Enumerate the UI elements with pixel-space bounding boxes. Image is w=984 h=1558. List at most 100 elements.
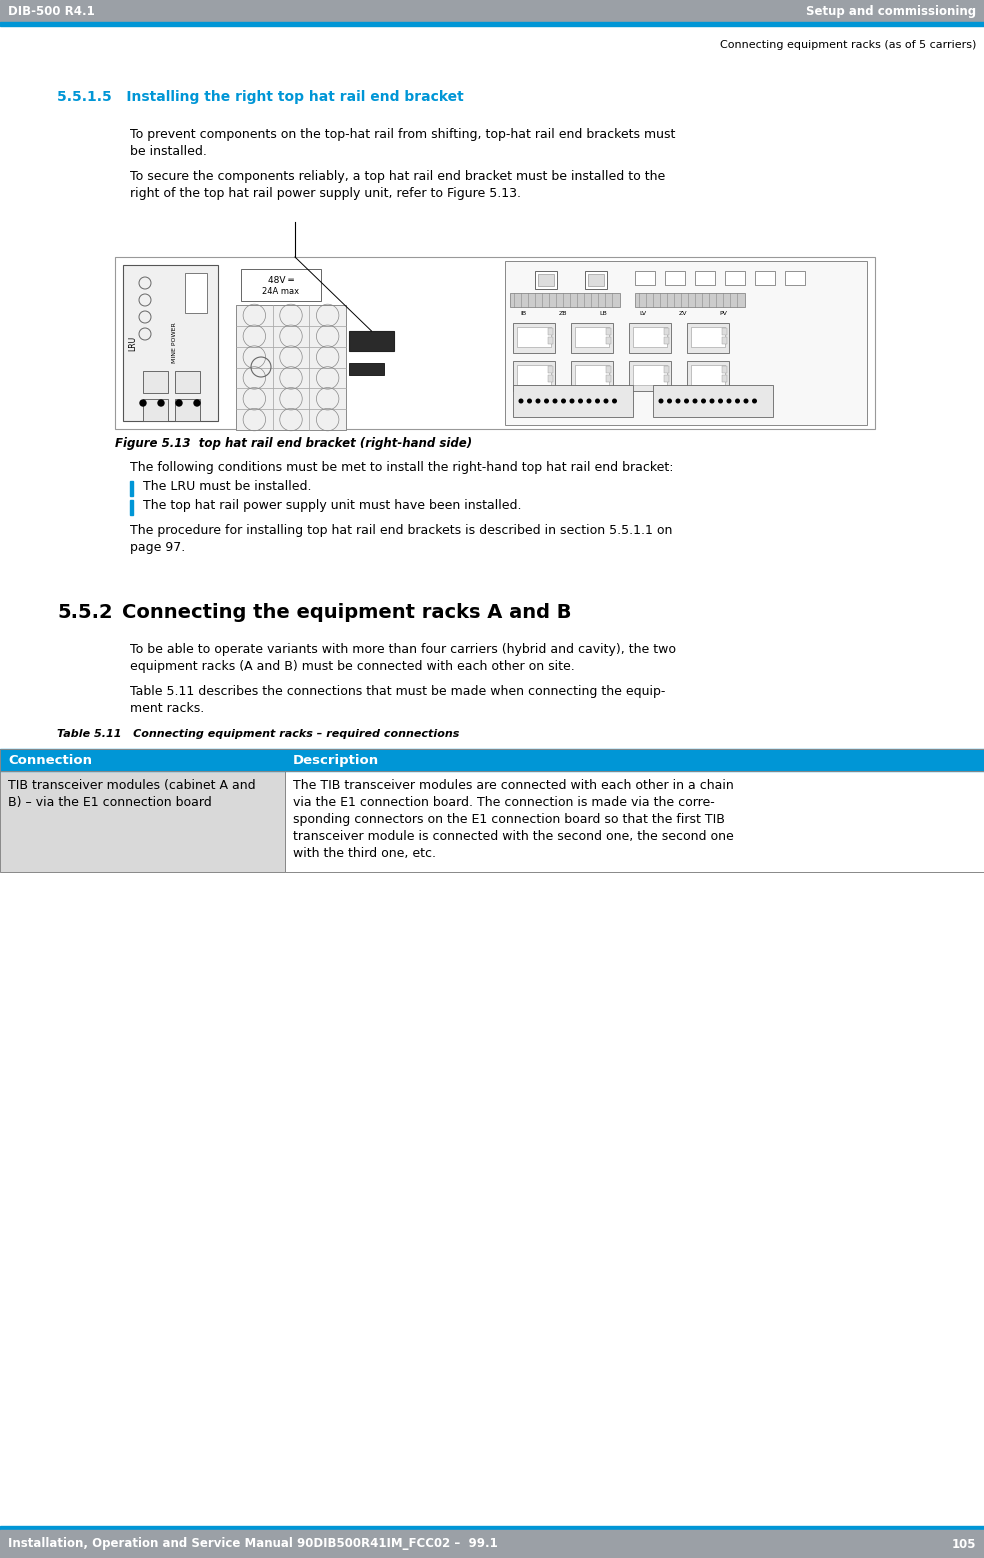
Bar bbox=[548, 366, 553, 372]
Bar bbox=[175, 371, 200, 393]
Text: via the E1 connection board. The connection is made via the corre-: via the E1 connection board. The connect… bbox=[293, 796, 714, 809]
Bar bbox=[664, 375, 669, 382]
Circle shape bbox=[570, 399, 574, 404]
Bar bbox=[241, 270, 321, 301]
Bar bbox=[0, 1525, 984, 1530]
Bar bbox=[273, 368, 309, 388]
Bar bbox=[635, 271, 655, 285]
Bar bbox=[548, 329, 553, 335]
Bar bbox=[606, 375, 611, 382]
Text: Connecting the equipment racks A and B: Connecting the equipment racks A and B bbox=[122, 603, 572, 622]
Bar bbox=[236, 347, 273, 368]
Bar bbox=[505, 262, 867, 425]
Text: 5.5.2: 5.5.2 bbox=[57, 603, 112, 622]
Circle shape bbox=[736, 399, 739, 404]
Text: IB: IB bbox=[520, 312, 526, 316]
Circle shape bbox=[176, 400, 182, 407]
Text: To secure the components reliably, a top hat rail end bracket must be installed : To secure the components reliably, a top… bbox=[130, 170, 665, 182]
Circle shape bbox=[587, 399, 590, 404]
Bar bbox=[236, 305, 346, 430]
Circle shape bbox=[527, 399, 531, 404]
Text: To be able to operate variants with more than four carriers (hybrid and cavity),: To be able to operate variants with more… bbox=[130, 643, 676, 656]
Bar bbox=[588, 274, 604, 287]
Bar bbox=[513, 323, 555, 354]
Bar bbox=[629, 323, 671, 354]
Bar bbox=[123, 265, 218, 421]
Bar bbox=[236, 388, 273, 410]
Bar bbox=[349, 363, 384, 375]
Bar bbox=[665, 271, 685, 285]
Bar bbox=[575, 365, 609, 385]
Circle shape bbox=[595, 399, 599, 404]
Bar bbox=[664, 337, 669, 344]
Bar bbox=[722, 337, 727, 344]
Bar bbox=[722, 375, 727, 382]
Circle shape bbox=[744, 399, 748, 404]
Bar bbox=[629, 361, 671, 391]
Circle shape bbox=[718, 399, 722, 404]
Circle shape bbox=[702, 399, 706, 404]
Bar bbox=[548, 375, 553, 382]
Text: Description: Description bbox=[293, 754, 379, 767]
Bar bbox=[691, 365, 725, 385]
Bar bbox=[691, 327, 725, 347]
Bar bbox=[755, 271, 775, 285]
Text: The TIB transceiver modules are connected with each other in a chain: The TIB transceiver modules are connecte… bbox=[293, 779, 734, 791]
Circle shape bbox=[693, 399, 697, 404]
Circle shape bbox=[579, 399, 583, 404]
Bar bbox=[653, 385, 773, 418]
Bar bbox=[185, 273, 207, 313]
Text: ZB: ZB bbox=[559, 312, 567, 316]
Bar bbox=[633, 327, 667, 347]
Circle shape bbox=[194, 400, 200, 407]
Bar bbox=[309, 326, 346, 347]
Bar bbox=[309, 368, 346, 388]
Text: equipment racks (A and B) must be connected with each other on site.: equipment racks (A and B) must be connec… bbox=[130, 661, 575, 673]
Bar bbox=[143, 371, 168, 393]
Bar bbox=[236, 326, 273, 347]
Bar bbox=[0, 771, 285, 872]
Bar bbox=[0, 749, 984, 771]
Bar bbox=[575, 327, 609, 347]
Text: with the third one, etc.: with the third one, etc. bbox=[293, 848, 436, 860]
Text: transceiver module is connected with the second one, the second one: transceiver module is connected with the… bbox=[293, 830, 734, 843]
Bar bbox=[695, 271, 715, 285]
Text: 105: 105 bbox=[952, 1538, 976, 1550]
Text: Setup and commissioning: Setup and commissioning bbox=[806, 5, 976, 17]
Bar bbox=[273, 305, 309, 326]
Circle shape bbox=[753, 399, 757, 404]
Bar bbox=[130, 500, 133, 516]
Bar bbox=[722, 329, 727, 335]
Bar bbox=[0, 22, 984, 26]
Bar bbox=[664, 329, 669, 335]
Bar bbox=[571, 323, 613, 354]
Text: The procedure for installing top hat rail end brackets is described in section 5: The procedure for installing top hat rai… bbox=[130, 523, 672, 538]
Circle shape bbox=[140, 400, 146, 407]
Bar bbox=[285, 771, 984, 872]
Text: sponding connectors on the E1 connection board so that the first TIB: sponding connectors on the E1 connection… bbox=[293, 813, 725, 826]
Bar bbox=[517, 365, 551, 385]
Bar bbox=[635, 293, 745, 307]
Circle shape bbox=[536, 399, 540, 404]
Circle shape bbox=[613, 399, 616, 404]
Text: The LRU must be installed.: The LRU must be installed. bbox=[143, 480, 312, 492]
Text: LB: LB bbox=[599, 312, 607, 316]
Bar bbox=[349, 330, 394, 351]
Circle shape bbox=[553, 399, 557, 404]
Bar bbox=[585, 271, 607, 288]
Bar bbox=[115, 257, 875, 428]
Text: Figure 5.13  top hat rail end bracket (right-hand side): Figure 5.13 top hat rail end bracket (ri… bbox=[115, 436, 472, 450]
Text: right of the top hat rail power supply unit, refer to Figure 5.13.: right of the top hat rail power supply u… bbox=[130, 187, 521, 199]
Bar bbox=[175, 399, 200, 421]
Bar bbox=[571, 361, 613, 391]
Circle shape bbox=[727, 399, 731, 404]
Bar bbox=[273, 347, 309, 368]
Bar bbox=[309, 305, 346, 326]
Text: Installation, Operation and Service Manual 90DIB500R41IM_FCC02 –  99.1: Installation, Operation and Service Manu… bbox=[8, 1538, 498, 1550]
Text: DIB-500 R4.1: DIB-500 R4.1 bbox=[8, 5, 94, 17]
Bar bbox=[785, 271, 805, 285]
Text: To prevent components on the top-hat rail from shifting, top-hat rail end bracke: To prevent components on the top-hat rai… bbox=[130, 128, 675, 142]
Bar bbox=[725, 271, 745, 285]
Circle shape bbox=[710, 399, 713, 404]
Text: Table 5.11 describes the connections that must be made when connecting the equip: Table 5.11 describes the connections tha… bbox=[130, 686, 665, 698]
